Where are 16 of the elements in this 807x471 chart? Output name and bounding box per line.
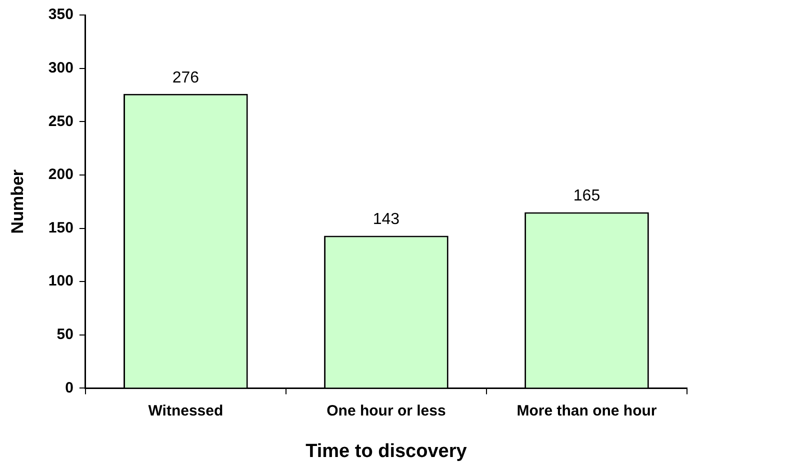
x-axis-title: Time to discovery [306,440,468,462]
x-tick-label: More than one hour [516,402,657,420]
y-tick-label: 350 [48,6,74,24]
data-label: 276 [172,69,200,86]
y-tick-label: 100 [48,272,74,290]
y-axis-title: Number [8,169,27,234]
y-tick-label: 250 [48,112,74,130]
y-tick-label: 300 [48,59,74,76]
x-tick-label: One hour or less [326,402,446,420]
y-tick-label: 0 [65,379,74,396]
y-tick-label: 150 [48,219,74,236]
data-label: 143 [372,211,400,228]
y-tick-label: 200 [48,166,74,184]
x-tick-label: Witnessed [148,402,224,420]
data-label: 165 [573,188,600,205]
y-tick-label: 50 [56,326,74,344]
